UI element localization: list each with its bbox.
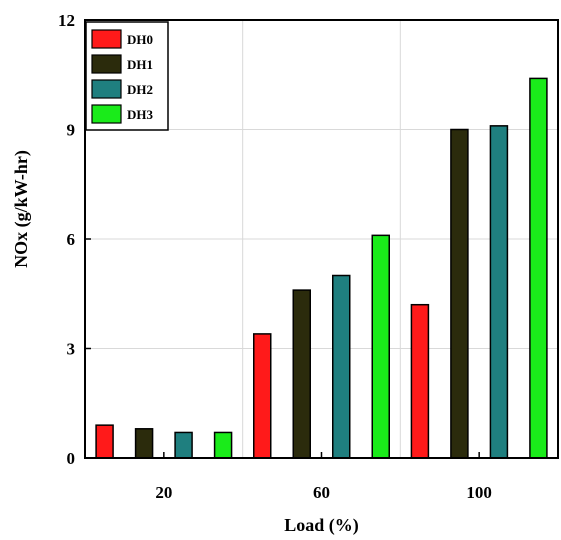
bar-dh1-20: [134, 428, 154, 459]
bar-dh0-20: [95, 424, 114, 459]
legend: DH0 DH1 DH2 DH3: [85, 21, 169, 131]
bar-dh0-60: [253, 333, 272, 459]
legend-label-dh2: DH2: [127, 82, 153, 97]
legend-swatch-dh0: [91, 29, 122, 49]
bar-dh3-20: [213, 431, 233, 459]
bar-dh2-60: [332, 274, 351, 459]
legend-label-dh3: DH3: [127, 107, 154, 122]
y-tick-label: 12: [58, 11, 75, 30]
x-axis-ticks: 20 60 100: [155, 452, 492, 502]
legend-swatch-dh2: [91, 79, 122, 99]
bar-dh3-100: [529, 77, 548, 459]
y-tick-label: 9: [67, 121, 76, 140]
legend-swatch-dh3: [91, 104, 122, 124]
bars: [95, 77, 548, 459]
bar-dh2-100: [489, 125, 509, 459]
legend-label-dh0: DH0: [127, 32, 153, 47]
bar-dh2-20: [174, 431, 193, 459]
bar-dh1-100: [450, 128, 469, 459]
legend-swatch-dh1: [91, 54, 122, 74]
y-tick-label: 6: [67, 230, 76, 249]
x-axis-label: Load (%): [284, 515, 359, 536]
bar-dh1-60: [292, 289, 311, 459]
bar-dh3-60: [371, 234, 390, 459]
x-tick-label: 100: [466, 483, 492, 502]
y-tick-label: 3: [67, 340, 76, 359]
bar-dh0-100: [410, 303, 430, 459]
legend-label-dh1: DH1: [127, 57, 153, 72]
x-tick-label: 20: [155, 483, 172, 502]
y-axis-label: NOx (g/kW-hr): [11, 150, 32, 268]
y-tick-label: 0: [67, 449, 76, 468]
x-tick-label: 60: [313, 483, 330, 502]
